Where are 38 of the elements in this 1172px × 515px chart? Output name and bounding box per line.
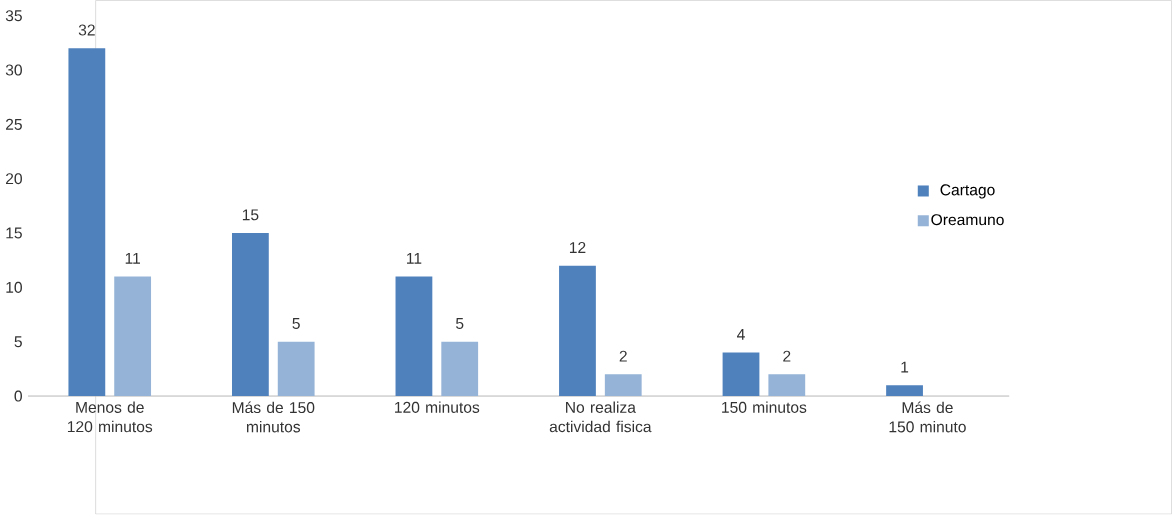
data-label: 12: [569, 242, 586, 254]
y-tick-label: 0: [14, 390, 22, 402]
data-label: 5: [455, 318, 464, 330]
bar: [68, 48, 106, 397]
x-tick-label: 150 minutos: [722, 401, 807, 414]
bar: [722, 352, 760, 397]
bar: [277, 341, 315, 397]
x-tick-label: Menos de 120 minutos: [67, 401, 153, 433]
bar: [441, 341, 479, 397]
y-tick-label: 30: [5, 64, 22, 76]
bar: [886, 385, 923, 397]
y-tick-label: 15: [6, 227, 22, 239]
x-tick-label: Más de 150 minuto: [889, 401, 966, 433]
x-tick-label: 120 minutos: [395, 401, 480, 414]
bar: [559, 265, 596, 397]
legend-label: Oreamuno: [931, 214, 1004, 226]
x-tick-label: No realiza actividad fisica: [549, 401, 652, 433]
data-label: 4: [737, 329, 745, 341]
bar: [395, 276, 433, 397]
data-label: 1: [901, 361, 909, 373]
bar: [768, 374, 806, 397]
bar: [114, 276, 152, 397]
y-tick-label: 5: [14, 336, 22, 348]
data-label: 2: [619, 350, 627, 362]
y-tick-label: 25: [6, 119, 22, 131]
bar: [231, 233, 269, 397]
data-label: 15: [242, 209, 259, 221]
data-label: 2: [783, 350, 791, 362]
bar: [604, 374, 642, 397]
y-tick-label: 20: [6, 173, 22, 185]
x-tick-label: Más de 150 minutos: [232, 401, 315, 433]
data-label: 11: [125, 253, 140, 264]
y-tick-label: 35: [5, 10, 22, 22]
data-label: 11: [407, 253, 422, 264]
legend-label: Cartago: [940, 184, 995, 199]
data-label: 32: [78, 24, 95, 36]
data-label: 5: [292, 318, 300, 330]
y-tick-label: 10: [6, 282, 22, 294]
